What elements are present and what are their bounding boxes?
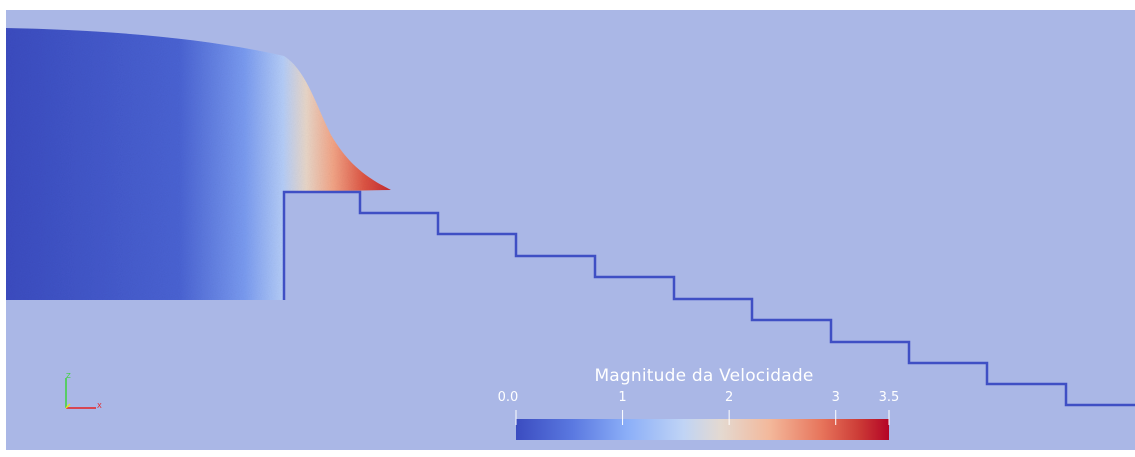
water-column [6, 28, 391, 300]
colorbar-tick-label: 3 [831, 390, 840, 405]
colorbar-ticks [515, 410, 890, 425]
axis-x-label: X [97, 402, 102, 410]
colorbar-tick-label: 0.0 [497, 390, 519, 405]
colorbar-tick-label: 2 [725, 390, 734, 405]
orientation-axes [65, 378, 96, 409]
colorbar-gradient [516, 419, 889, 440]
colorbar-title: Magnitude da Velocidade [594, 366, 814, 386]
stepped-spillway [282, 190, 1135, 407]
axis-z-label: Z [66, 372, 71, 380]
simulation-scene [6, 28, 1135, 440]
colorbar-tick-label: 3.5 [878, 390, 900, 405]
colorbar-tick-label: 1 [618, 390, 627, 405]
render-viewport[interactable]: Magnitude da Velocidade 0.0 1 2 3 3.5 Z X [6, 10, 1135, 450]
